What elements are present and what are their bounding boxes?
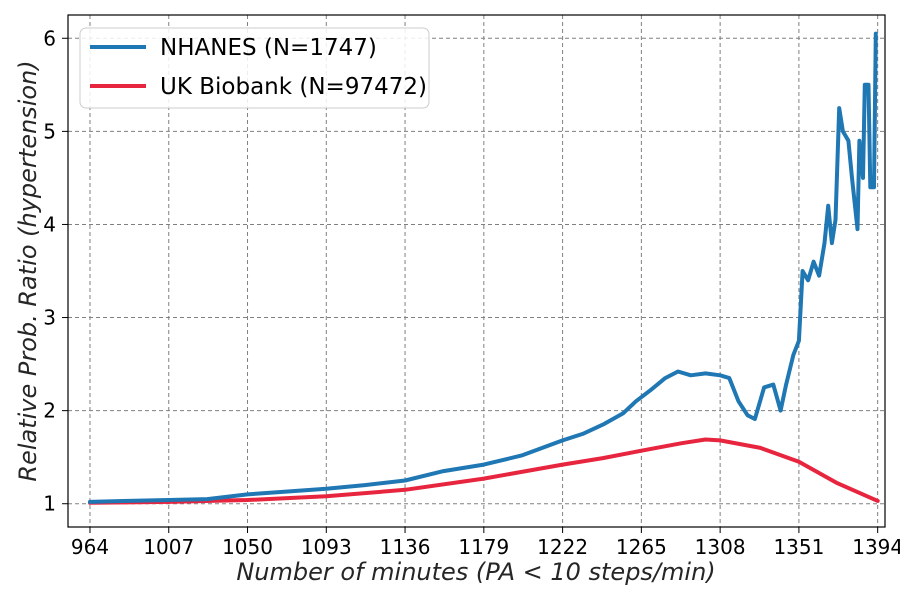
legend: NHANES (N=1747) UK Biobank (N=97472): [79, 27, 430, 109]
y-tick-label: 2: [43, 399, 56, 423]
y-tick-label: 3: [43, 306, 56, 330]
y-tick-label: 4: [43, 212, 56, 236]
series-line-uk-biobank: [88, 437, 880, 505]
series-layer: [88, 31, 880, 505]
legend-label-nhanes: NHANES (N=1747): [160, 35, 377, 61]
x-tick-label: 1179: [458, 535, 509, 559]
series-line-nhanes: [88, 31, 878, 504]
y-tick-label: 5: [43, 119, 56, 143]
x-tick-label: 964: [71, 535, 109, 559]
y-axis-title: Relative Prob. Ratio (hypertension): [14, 60, 42, 481]
y-tick-label: 1: [43, 492, 56, 516]
legend-label-uk-biobank: UK Biobank (N=97472): [160, 74, 427, 100]
x-tick-label: 1007: [143, 535, 194, 559]
x-tick-label: 1136: [380, 535, 431, 559]
y-axis: 1 2 3 4 5 6: [43, 26, 68, 516]
x-axis: 964 1007 1050 1093 1136 1179 1222 1265 1308 1351 1…: [71, 527, 900, 559]
legend-box: [79, 27, 430, 109]
x-tick-label: 1093: [301, 535, 352, 559]
x-tick-label: 1308: [695, 535, 746, 559]
x-tick-label: 1265: [616, 535, 667, 559]
x-tick-label: 1222: [537, 535, 588, 559]
x-tick-label: 1394: [852, 535, 900, 559]
x-tick-label: 1351: [773, 535, 824, 559]
plot-frame: [67, 14, 886, 528]
x-axis-title: Number of minutes (PA < 10 steps/min): [236, 558, 715, 586]
y-tick-label: 6: [43, 26, 56, 50]
x-tick-label: 1050: [222, 535, 273, 559]
